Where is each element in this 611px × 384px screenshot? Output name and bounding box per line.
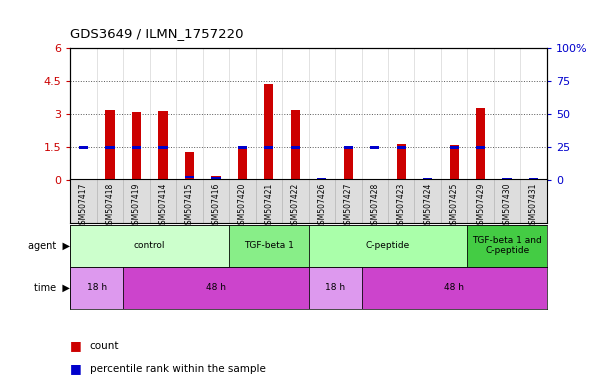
Text: 48 h: 48 h: [206, 283, 226, 293]
Bar: [105, 146, 115, 149]
Bar: [317, 178, 326, 180]
Text: 18 h: 18 h: [325, 283, 345, 293]
Bar: [158, 146, 167, 149]
Text: GSM507422: GSM507422: [291, 183, 300, 229]
Bar: [343, 149, 353, 180]
Text: agent  ▶: agent ▶: [28, 241, 70, 251]
Text: ■: ■: [70, 339, 82, 352]
Text: ■: ■: [70, 362, 82, 375]
Text: GSM507425: GSM507425: [450, 183, 459, 229]
Bar: [238, 146, 247, 180]
Bar: [529, 178, 538, 180]
Text: GSM507414: GSM507414: [158, 183, 167, 229]
Bar: [450, 146, 459, 149]
Text: time  ▶: time ▶: [34, 283, 70, 293]
Bar: [476, 146, 485, 149]
Text: GSM507418: GSM507418: [106, 183, 114, 229]
Text: GSM507431: GSM507431: [529, 183, 538, 229]
Text: GSM507423: GSM507423: [397, 183, 406, 229]
Text: GSM507428: GSM507428: [370, 183, 379, 229]
Bar: [309, 267, 362, 309]
Text: control: control: [134, 241, 166, 250]
Bar: [158, 111, 167, 180]
Text: C-peptide: C-peptide: [366, 241, 410, 250]
Bar: [132, 112, 141, 180]
Text: GSM507416: GSM507416: [211, 183, 221, 229]
Text: GSM507415: GSM507415: [185, 183, 194, 229]
Bar: [450, 145, 459, 180]
Text: 48 h: 48 h: [444, 283, 464, 293]
Bar: [185, 152, 194, 180]
Text: 18 h: 18 h: [87, 283, 107, 293]
Text: TGF-beta 1 and
C-peptide: TGF-beta 1 and C-peptide: [472, 236, 542, 255]
Bar: [370, 146, 379, 149]
Bar: [502, 178, 512, 180]
Bar: [291, 110, 300, 180]
Bar: [264, 84, 274, 180]
Bar: [79, 179, 88, 180]
Text: GDS3649 / ILMN_1757220: GDS3649 / ILMN_1757220: [70, 27, 244, 40]
Bar: [70, 225, 229, 267]
Bar: [397, 146, 406, 149]
Bar: [70, 267, 123, 309]
Bar: [423, 179, 433, 180]
Bar: [476, 108, 485, 180]
Bar: [185, 176, 194, 179]
Bar: [211, 175, 221, 180]
Bar: [211, 177, 221, 180]
Bar: [229, 225, 309, 267]
Text: GSM507426: GSM507426: [317, 183, 326, 229]
Bar: [467, 225, 547, 267]
Text: GSM507420: GSM507420: [238, 183, 247, 229]
Bar: [502, 179, 512, 180]
Bar: [79, 146, 88, 149]
Text: GSM507417: GSM507417: [79, 183, 88, 229]
Text: GSM507429: GSM507429: [476, 183, 485, 229]
Text: TGF-beta 1: TGF-beta 1: [244, 241, 294, 250]
Bar: [423, 178, 433, 180]
Text: GSM507424: GSM507424: [423, 183, 432, 229]
Text: GSM507421: GSM507421: [265, 183, 273, 229]
Bar: [529, 179, 538, 180]
Bar: [397, 144, 406, 180]
Bar: [317, 179, 326, 180]
Bar: [132, 146, 141, 149]
Bar: [105, 110, 115, 180]
Bar: [291, 146, 300, 149]
Bar: [362, 267, 547, 309]
Bar: [309, 225, 467, 267]
Bar: [370, 179, 379, 180]
Text: percentile rank within the sample: percentile rank within the sample: [90, 364, 266, 374]
Bar: [238, 146, 247, 149]
Text: GSM507419: GSM507419: [132, 183, 141, 229]
Bar: [123, 267, 309, 309]
Text: GSM507427: GSM507427: [344, 183, 353, 229]
Bar: [264, 146, 274, 149]
Text: GSM507430: GSM507430: [503, 183, 511, 230]
Bar: [343, 146, 353, 149]
Text: count: count: [90, 341, 119, 351]
